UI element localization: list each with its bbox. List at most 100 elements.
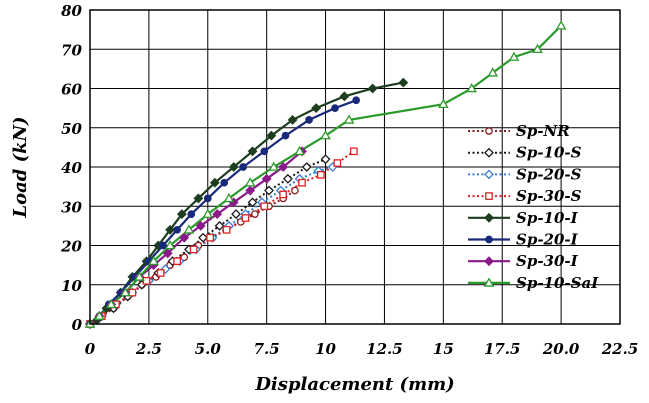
data-point-sp-10-i: [176, 209, 187, 220]
data-point-sp-30-s: [173, 257, 182, 266]
data-point-sp-30-s: [316, 170, 325, 179]
data-point-sp-10-sai: [268, 161, 280, 171]
grid: [90, 10, 620, 324]
x-tick-label: 10: [315, 340, 336, 358]
data-point-sp-10-s: [282, 173, 293, 184]
data-point-sp-20-i: [203, 194, 212, 203]
legend-marker-sp-10-sai: [483, 277, 495, 287]
legend-label-sp-10-s: Sp-10-S: [516, 144, 582, 162]
data-point-sp-10-sai: [532, 43, 543, 54]
data-point-sp-10-s: [301, 162, 312, 172]
y-tick-label: 50: [61, 120, 82, 138]
data-point-sp-10-sai: [438, 98, 449, 108]
data-point-sp-30-s: [241, 214, 250, 222]
data-point-sp-10-sai: [244, 177, 256, 187]
data-point-sp-10-sai: [508, 51, 520, 61]
legend-label-sp-30-i: Sp-30-I: [516, 252, 579, 270]
legend-label-sp-10-i: Sp-10-I: [516, 209, 579, 227]
data-point-sp-10-sai: [343, 114, 355, 124]
legend-label-sp-20-i: Sp-20-I: [516, 231, 579, 249]
data-point-sp-20-i: [331, 104, 339, 112]
x-tick-label: 17.5: [484, 340, 521, 358]
y-tick-label: 10: [61, 277, 82, 295]
data-point-sp-20-i: [173, 225, 182, 234]
data-point-sp-30-i: [195, 220, 206, 231]
data-point-sp-10-i: [339, 91, 350, 102]
series-markers: [84, 20, 567, 329]
x-axis-title: Displacement (mm): [254, 374, 454, 395]
x-tick-label: 0: [85, 340, 96, 358]
data-point-sp-30-s: [222, 225, 231, 234]
legend-marker-sp-30-s: [485, 192, 493, 200]
data-point-sp-30-i: [245, 185, 256, 196]
data-point-sp-30-s: [156, 269, 165, 277]
data-point-sp-10-s: [264, 185, 274, 196]
data-point-sp-30-s: [142, 276, 151, 285]
x-tick-label: 7.5: [254, 340, 280, 358]
series-line-sp-10-s: [89, 158, 326, 325]
data-point-sp-10-sai: [134, 271, 145, 281]
x-tick-labels: 0 2.5 5.0 7.5 10 12.5 15 17.5 20.0 22.5: [85, 340, 638, 358]
data-point-sp-10-sai: [223, 192, 235, 203]
x-tick-label: 15: [433, 340, 454, 358]
data-point-sp-30-s: [349, 147, 358, 156]
x-tick-label: 5.0: [195, 340, 222, 358]
data-point-sp-20-i: [260, 147, 269, 156]
y-tick-label: 20: [60, 238, 82, 256]
legend-label-sp-10-sai: Sp-10-SaI: [516, 274, 599, 292]
y-tick-label: 60: [61, 81, 82, 99]
data-point-sp-30-s: [189, 245, 198, 254]
legend-marker-sp-nr: [485, 127, 493, 135]
data-point-sp-10-sai: [94, 310, 105, 320]
data-point-sp-30-s: [333, 159, 342, 167]
legend-marker-sp-10-i: [484, 212, 494, 223]
legend-marker-sp-20-s: [484, 169, 494, 180]
data-point-sp-30-i: [212, 209, 223, 220]
data-point-sp-10-sai: [202, 208, 214, 218]
y-tick-label: 70: [61, 41, 82, 59]
legend: Sp-NR Sp-10-S Sp-20-S Sp-30-S Sp-10-I Sp-20-I…: [468, 122, 599, 292]
data-point-sp-30-s: [298, 178, 306, 187]
legend-marker-sp-30-i: [484, 256, 494, 267]
data-point-sp-10-s: [214, 220, 225, 231]
data-point-sp-10-sai: [120, 287, 131, 297]
data-point-sp-10-i: [398, 77, 409, 88]
data-point-sp-10-sai: [320, 130, 331, 140]
data-point-sp-20-i: [159, 241, 167, 250]
data-point-sp-10-sai: [487, 67, 499, 77]
data-point-sp-20-i: [305, 116, 313, 124]
data-point-sp-10-i: [209, 177, 220, 188]
x-tick-label: 20.0: [542, 340, 580, 358]
data-point-sp-10-i: [165, 224, 176, 235]
data-point-sp-10-sai: [555, 20, 567, 30]
data-point-sp-30-s: [279, 190, 288, 199]
data-point-sp-10-i: [367, 83, 378, 94]
data-point-sp-10-sai: [105, 298, 117, 309]
data-point-sp-10-i: [266, 130, 277, 141]
data-point-sp-30-i: [261, 173, 272, 184]
data-point-sp-nr: [180, 253, 189, 262]
data-point-sp-nr: [251, 210, 259, 218]
data-point-sp-10-i: [247, 146, 258, 157]
x-tick-label: 12.5: [366, 340, 403, 358]
data-point-sp-10-i: [287, 114, 298, 125]
y-tick-labels: 0 10 20 30 40 50 60 70 80: [60, 2, 82, 334]
y-axis-title: Load (kN): [10, 116, 31, 218]
data-point-sp-20-i: [187, 210, 196, 218]
series-line-sp-20-s: [89, 166, 333, 325]
data-point-sp-30-s: [206, 233, 214, 242]
legend-label-sp-20-s: Sp-20-S: [516, 165, 582, 183]
data-point-sp-10-i: [193, 193, 204, 204]
y-tick-label: 30: [61, 198, 82, 216]
data-point-sp-20-i: [281, 131, 290, 140]
plot-frame: [89, 9, 621, 325]
legend-marker-sp-20-i: [485, 235, 493, 244]
legend-marker-sp-10-s: [484, 147, 494, 158]
data-point-sp-30-s: [260, 202, 269, 211]
data-point-sp-30-i: [162, 248, 173, 259]
y-tick-label: 40: [61, 159, 82, 177]
data-point-sp-10-s: [247, 197, 258, 208]
data-point-sp-10-sai: [294, 145, 305, 156]
x-tick-label: 2.5: [135, 340, 162, 358]
